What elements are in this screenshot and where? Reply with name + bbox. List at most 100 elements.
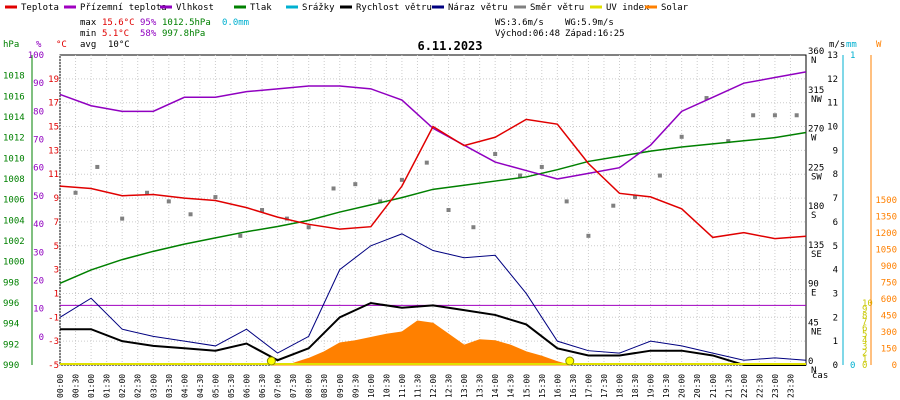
wind-direction-tick: 315: [808, 86, 824, 96]
x-tick-label: 06:00: [243, 374, 252, 398]
stat-min-temp: 5.1°C: [102, 29, 129, 39]
wind-direction-point: [166, 199, 171, 204]
wind-direction-point: [751, 113, 756, 118]
temperature-tick: -3: [48, 337, 59, 347]
solar-tick: 1200: [875, 229, 897, 239]
stat-min-label: min: [80, 29, 96, 39]
pressure-tick: 994: [3, 320, 19, 330]
x-tick-label: 09:00: [336, 374, 345, 398]
pressure-tick: 1000: [3, 258, 25, 268]
pressure-tick: 1018: [3, 72, 25, 82]
wind-direction-point: [446, 208, 451, 212]
legend-entry: Přízemní teplota: [80, 3, 167, 13]
humidity-tick: 70: [33, 136, 44, 146]
stat-ws: WS:3.6m/s: [495, 18, 544, 28]
wind-direction-point: [213, 195, 218, 200]
humidity-tick: 20: [33, 276, 44, 286]
wind-speed-tick: 8: [833, 170, 838, 180]
wind-speed-tick: 3: [833, 289, 838, 299]
humidity-tick: 30: [33, 248, 44, 258]
x-tick-label: 14:00: [491, 374, 500, 398]
temperature-tick: -1: [48, 313, 59, 323]
solar-tick: 1350: [875, 213, 897, 223]
x-tick-label: 09:30: [351, 374, 360, 398]
sun-marker: [266, 356, 276, 366]
x-tick-label: 16:30: [569, 374, 578, 398]
temperature-tick: 7: [54, 218, 59, 228]
humidity-tick: 90: [33, 79, 44, 89]
uv-tick: 10: [862, 299, 873, 309]
wind-speed-tick: 0: [833, 361, 838, 371]
legend-entry: Směr větru: [530, 3, 584, 13]
x-tick-label: 08:30: [320, 374, 329, 398]
solar-tick: 600: [881, 295, 897, 305]
plot-frame: [59, 54, 807, 366]
x-tick-label: 14:30: [507, 374, 516, 398]
x-tick-label: 21:30: [724, 374, 733, 398]
legend-entry: Náraz větru: [448, 3, 508, 13]
wind-direction-point: [424, 160, 429, 165]
axes: hPa% °C9909929949969981000100210041006100…: [3, 40, 897, 376]
x-tick-label: 22:00: [740, 374, 749, 398]
plot-area: [59, 71, 807, 366]
humidity-tick: 60: [33, 164, 44, 174]
series-solar: [271, 320, 570, 366]
wind-direction-point: [238, 233, 243, 238]
wind-direction-point: [120, 216, 125, 221]
pressure-tick: 1014: [3, 113, 25, 123]
wind-direction-point: [611, 203, 616, 208]
stat-max-rain: 0.0mm: [222, 18, 249, 28]
wind-direction-point: [794, 113, 799, 118]
x-tick-label: 02:30: [134, 374, 143, 398]
temperature-tick: 1: [54, 289, 59, 299]
x-tick-label: 06:30: [258, 374, 267, 398]
solar-tick: 150: [881, 345, 897, 355]
temperature-tick: 11: [48, 170, 59, 180]
wind-speed-tick: 1: [833, 337, 838, 347]
uv-tick: 1: [862, 355, 867, 365]
pressure-tick: 992: [3, 340, 19, 350]
pressure-tick: 1004: [3, 216, 25, 226]
pressure-tick: 1010: [3, 154, 25, 164]
wind-direction-tick: 0: [808, 357, 813, 367]
wind-direction-point: [564, 199, 569, 204]
wind-direction-point: [539, 164, 544, 169]
x-tick-label: 23:30: [786, 374, 795, 398]
x-tick-label: 03:00: [149, 374, 158, 398]
temperature-unit: °C: [56, 40, 67, 50]
x-tick-label: 10:30: [382, 374, 391, 398]
temperature-tick: 5: [54, 242, 59, 252]
x-tick-label: 12:00: [429, 374, 438, 398]
temperature-tick: 3: [54, 266, 59, 276]
series-temperature: [59, 118, 807, 240]
wind-direction-point: [353, 182, 358, 187]
rain-tick: 0: [850, 361, 855, 371]
x-tick-label: 12:30: [445, 374, 454, 398]
sun-marker: [565, 356, 575, 366]
legend: Teplota Přízemní teplota Vlhkost Tlak Srážky…: [5, 3, 689, 13]
wind-speed-tick: 5: [833, 242, 838, 252]
x-tick-label: 13:00: [460, 374, 469, 398]
x-tick-label: 00:30: [72, 374, 81, 398]
x-tick-label: 03:30: [165, 374, 174, 398]
wind-speed-tick: 2: [833, 313, 838, 323]
humidity-tick: 0: [39, 333, 44, 343]
x-axis: 00:00 00:30 01:00 01:30 02:00 02:30 03:00 03:30…: [56, 374, 795, 398]
wind-direction-tick: 45: [808, 318, 819, 328]
humidity-tick: 40: [33, 220, 44, 230]
temperature-tick: 15: [48, 123, 59, 133]
uv-tick: 0: [862, 361, 867, 371]
x-tick-label: 11:30: [413, 374, 422, 398]
x-tick-label: 15:30: [538, 374, 547, 398]
x-tick-label: 10:00: [367, 374, 376, 398]
uv-tick: 7: [862, 318, 867, 328]
wind-direction-label: S: [811, 211, 816, 221]
stat-avg-label: avg: [80, 40, 96, 50]
uv-tick: 5: [862, 330, 867, 340]
wind-direction-label: N: [811, 366, 816, 376]
uv-tick: 8: [862, 311, 867, 321]
x-tick-label: 04:00: [180, 374, 189, 398]
x-tick-label: 18:00: [616, 374, 625, 398]
uv-tick: 6: [862, 324, 867, 334]
wind-direction-tick: 180: [808, 202, 824, 212]
